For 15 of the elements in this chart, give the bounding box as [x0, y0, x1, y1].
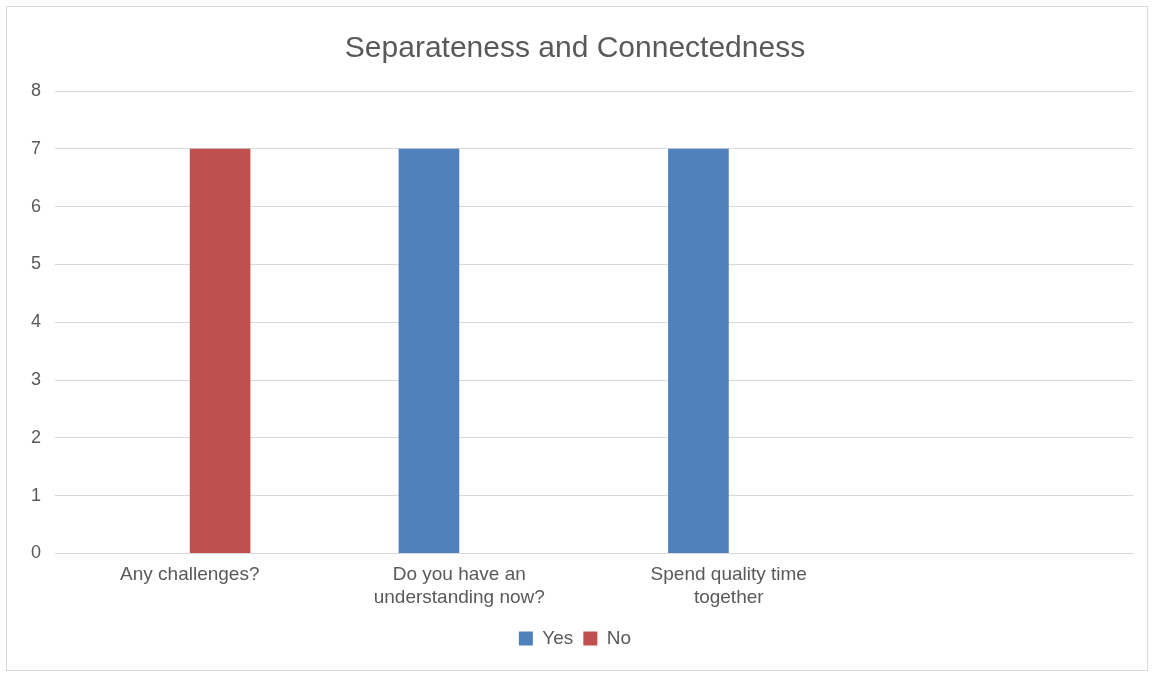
x-tick-label: Any challenges?: [120, 563, 260, 585]
y-tick-label: 7: [31, 137, 42, 158]
y-tick-label: 3: [31, 368, 42, 389]
legend-label: Yes: [542, 626, 574, 648]
x-tick-label: Spend quality time together: [650, 563, 807, 607]
y-tick-label: 6: [31, 195, 42, 216]
y-tick-label: 2: [31, 426, 42, 447]
y-tick-label: 8: [31, 79, 42, 100]
legend-label: No: [606, 626, 632, 648]
y-tick-label: 5: [31, 253, 42, 274]
chart-title: Separateness and Connectedness: [344, 30, 806, 64]
y-tick-label: 4: [31, 311, 42, 332]
y-tick-label: 1: [31, 484, 42, 505]
x-tick-label: Do you have an understanding now?: [373, 563, 545, 607]
y-tick-label: 0: [31, 542, 42, 563]
